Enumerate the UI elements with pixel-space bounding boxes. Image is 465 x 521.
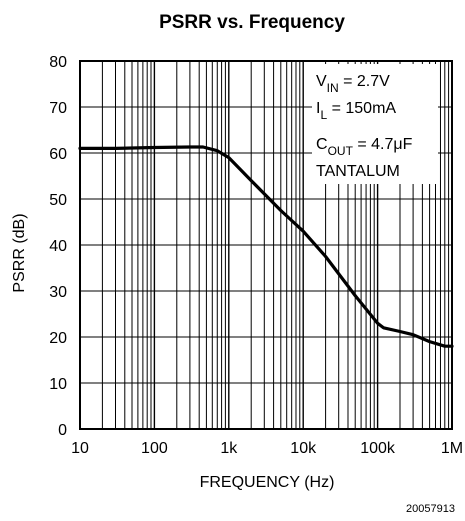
annotation-line: IL = 150mA bbox=[316, 100, 396, 122]
figure-number: 20057913 bbox=[406, 503, 455, 515]
plot-frame bbox=[79, 60, 453, 430]
x-tick-label: 10k bbox=[290, 440, 317, 457]
y-tick-label: 30 bbox=[49, 284, 67, 301]
chart-title: PSRR vs. Frequency bbox=[159, 12, 345, 33]
annotation-background bbox=[312, 64, 438, 184]
y-tick-label: 80 bbox=[49, 54, 67, 71]
conditions-annotation: VIN = 2.7V IL = 150mA COUT = 4.7μF TANTALUM bbox=[316, 73, 413, 180]
annotation-line: COUT = 4.7μF bbox=[316, 136, 413, 158]
annotation-line: VIN = 2.7V bbox=[316, 73, 390, 95]
x-tick-label: 1k bbox=[220, 440, 238, 457]
y-tick-label: 50 bbox=[49, 192, 67, 209]
x-tick-labels: 10 100 1k 10k 100k 1M bbox=[71, 440, 463, 457]
y-tick-label: 40 bbox=[49, 238, 67, 255]
x-tick-label: 100 bbox=[141, 440, 168, 457]
y-tick-label: 70 bbox=[49, 100, 67, 117]
x-axis-label: FREQUENCY (Hz) bbox=[200, 474, 335, 491]
y-tick-labels: 0 10 20 30 40 50 60 70 80 bbox=[49, 54, 67, 439]
curve-layer bbox=[78, 145, 454, 348]
y-tick-label: 20 bbox=[49, 330, 67, 347]
annotation-line: TANTALUM bbox=[316, 163, 400, 180]
x-tick-label: 1M bbox=[441, 440, 463, 457]
psrr-curve bbox=[78, 145, 454, 348]
x-tick-label: 10 bbox=[71, 440, 89, 457]
y-tick-label: 10 bbox=[49, 376, 67, 393]
x-tick-label: 100k bbox=[360, 440, 396, 457]
y-tick-label: 60 bbox=[49, 146, 67, 163]
y-axis-label: PSRR (dB) bbox=[11, 213, 28, 292]
y-tick-label: 0 bbox=[58, 422, 67, 439]
grid bbox=[79, 60, 452, 430]
